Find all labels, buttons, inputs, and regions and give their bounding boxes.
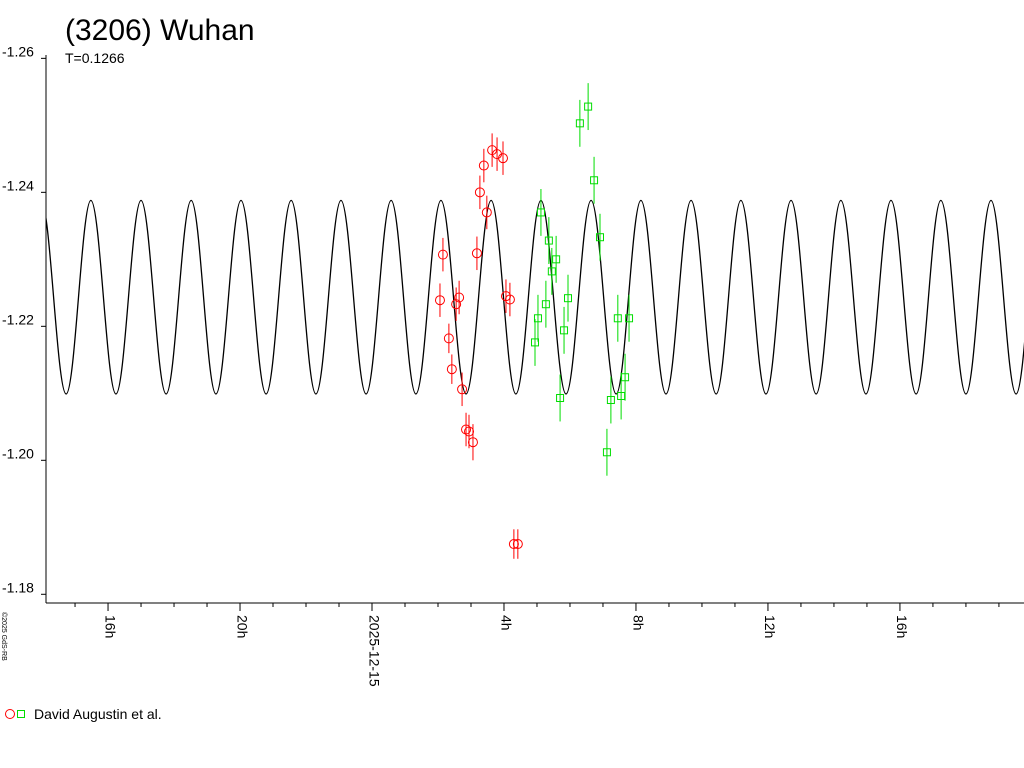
- y-tick-label: -1.26: [2, 43, 34, 59]
- x-tick-label: 16h: [894, 615, 910, 638]
- data-point: [451, 299, 462, 310]
- data-point: [446, 364, 457, 375]
- x-tick-label: 8h: [630, 615, 646, 631]
- data-point: [454, 292, 465, 303]
- data-point: [560, 326, 569, 335]
- plot-area: [46, 83, 1024, 559]
- x-tick-label: 16h: [102, 615, 118, 638]
- data-point: [481, 207, 492, 218]
- data-point: [467, 437, 478, 448]
- data-point: [508, 539, 519, 550]
- data-point: [478, 160, 489, 171]
- data-point: [531, 338, 539, 347]
- data-point: [443, 333, 454, 344]
- data-point: [590, 176, 599, 185]
- model-curve: [46, 199, 1024, 395]
- data-point: [504, 294, 515, 305]
- chart-title: (3206) Wuhan: [65, 14, 255, 47]
- data-point: [497, 153, 508, 164]
- legend-marker: [17, 710, 25, 718]
- data-point: [606, 396, 615, 405]
- data-point: [541, 300, 550, 309]
- credit: ©2025 GdS-RB: [0, 612, 8, 661]
- chart-subtitle: T=0.1266: [65, 50, 125, 66]
- y-tick-label: -1.22: [2, 311, 34, 327]
- data-point: [613, 314, 622, 323]
- legend-marker: [5, 709, 15, 719]
- data-point: [434, 295, 445, 306]
- data-point: [437, 249, 448, 260]
- data-point: [544, 236, 553, 245]
- y-tick-label: -1.24: [2, 177, 34, 193]
- x-tick-label: 4h: [498, 615, 514, 631]
- data-point: [563, 294, 572, 303]
- data-point: [547, 267, 556, 276]
- y-tick-label: -1.18: [2, 579, 34, 595]
- data-point: [625, 314, 634, 323]
- data-point: [596, 233, 605, 242]
- data-point: [461, 424, 472, 435]
- data-point: [536, 208, 545, 217]
- data-point: [584, 102, 593, 111]
- data-point: [474, 187, 485, 198]
- data-point: [575, 119, 584, 128]
- data-point: [457, 384, 468, 395]
- data-point: [552, 255, 561, 264]
- data-point: [556, 394, 565, 403]
- data-point: [471, 248, 482, 259]
- data-point: [464, 426, 475, 437]
- data-point: [602, 448, 611, 457]
- legend-label: David Augustin et al.: [34, 706, 162, 722]
- data-point: [533, 314, 542, 323]
- x-tick-label: 20h: [234, 615, 250, 638]
- data-point: [621, 373, 630, 382]
- data-point: [512, 539, 523, 550]
- x-tick-label: 12h: [762, 615, 778, 638]
- y-tick-label: -1.20: [2, 445, 34, 461]
- x-tick-label: 2025-12-15: [366, 615, 382, 687]
